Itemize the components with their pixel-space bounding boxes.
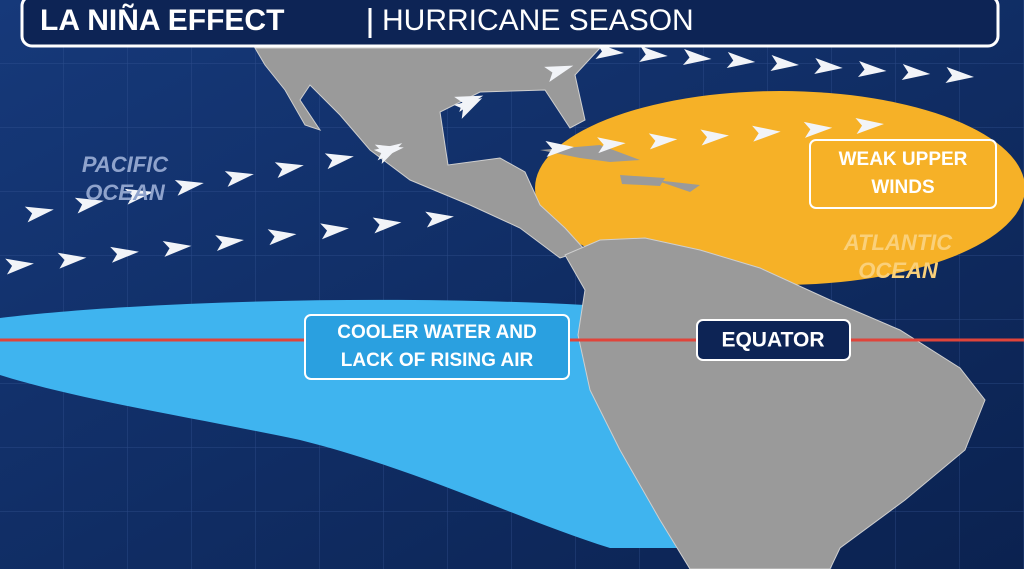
wind-arrow: [124, 188, 154, 205]
header-box: [20, 0, 1000, 48]
wind-arrow: [945, 67, 974, 84]
wind-arrow: [803, 121, 833, 138]
wind-arrow: [162, 240, 192, 257]
wind-arrow: [639, 46, 668, 63]
ocean-label: OCEAN: [85, 180, 166, 205]
caribbean-islands: [540, 145, 700, 192]
wind-arrow: [814, 58, 843, 75]
cool-water-box: [304, 314, 570, 380]
equator-box: [696, 319, 851, 361]
callout-text: LACK OF RISING AIR: [341, 350, 534, 371]
wind-arrow: [24, 206, 54, 223]
ocean-label: OCEAN: [858, 258, 939, 283]
wind-arrow: [224, 171, 254, 187]
wind-arrow: [324, 153, 354, 170]
title: LA NIÑA EFFECT: [40, 3, 284, 37]
wind-arrow: [57, 252, 87, 269]
wind-arrow: [544, 65, 574, 83]
wind-arrow: [320, 223, 349, 240]
wind-arrow: [726, 52, 756, 69]
callout-text: WINDS: [871, 177, 934, 198]
callout-text: WEAK UPPER: [839, 149, 968, 170]
wind-arrow: [373, 143, 403, 164]
wind-arrow: [770, 55, 799, 72]
south-america: [564, 237, 986, 569]
wind-arrow: [74, 197, 104, 214]
wind-arrow: [267, 229, 297, 246]
ocean-label: ATLANTIC: [843, 230, 953, 255]
wind-arrow: [855, 118, 884, 135]
wind-arrow: [110, 246, 139, 263]
wind-arrow: [648, 133, 678, 150]
callout-text: COOLER WATER AND: [337, 322, 537, 343]
wind-arrow: [215, 235, 244, 252]
wind-arrow: [174, 179, 204, 196]
wind-arrow: [454, 95, 484, 113]
wind-arrow: [425, 211, 454, 228]
ocean-label: PACIFIC: [82, 152, 169, 177]
wind-arrow: [597, 137, 626, 154]
wind-arrow: [901, 64, 931, 81]
wind-arrow: [274, 162, 304, 179]
wind-arrow: [372, 217, 402, 234]
wind-arrow: [453, 98, 483, 119]
wind-arrow: [752, 125, 781, 142]
wind-arrow: [5, 258, 34, 275]
wind-arrows: [5, 43, 974, 275]
weak-winds-box: [809, 139, 997, 209]
wind-arrow: [857, 61, 887, 78]
wind-arrow: [545, 141, 574, 158]
equator-label: EQUATOR: [721, 329, 824, 352]
wind-arrow: [700, 129, 729, 146]
subtitle: HURRICANE SEASON: [382, 4, 694, 37]
wind-arrow: [682, 49, 712, 66]
